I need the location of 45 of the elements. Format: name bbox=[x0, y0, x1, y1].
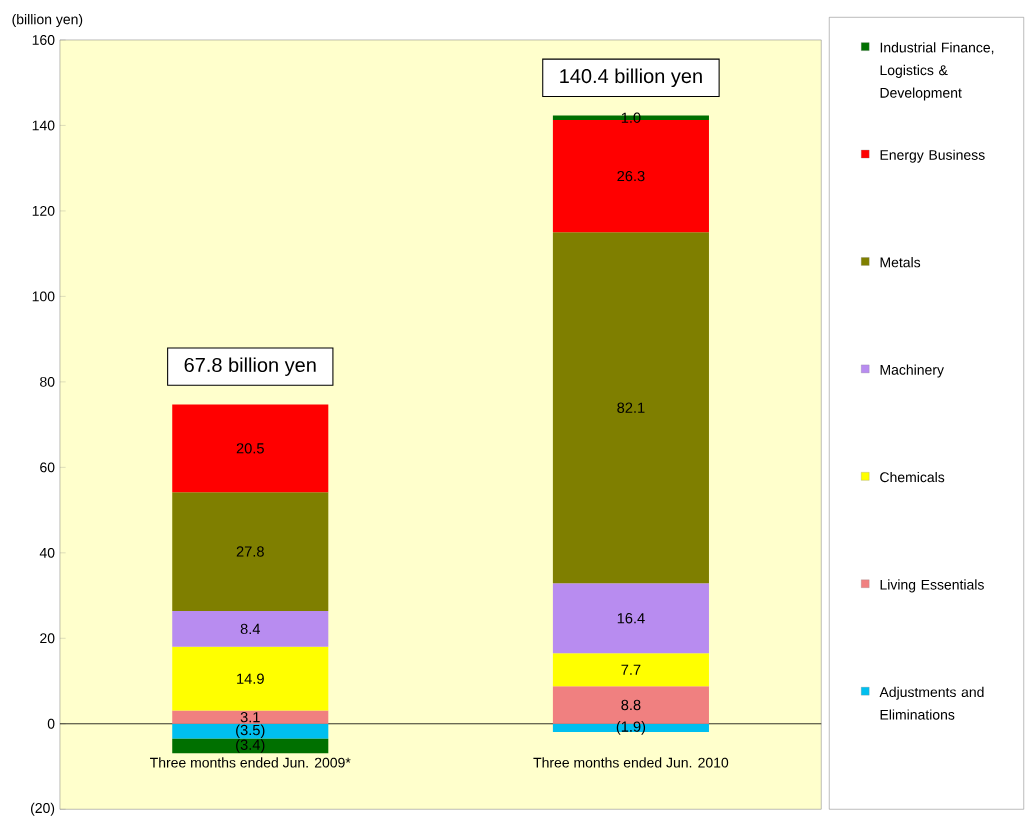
bar bbox=[552, 653, 709, 686]
data-label: (3.5) bbox=[236, 724, 265, 738]
data-label: 27.8 bbox=[236, 546, 264, 557]
legend-label: Energy Business bbox=[880, 149, 985, 163]
x-tick-label: Three months ended Jun. 2009* bbox=[150, 757, 351, 768]
y-tick-label: 20 bbox=[40, 633, 55, 644]
data-label: (3.4) bbox=[236, 738, 265, 753]
y-tick-label: 160 bbox=[32, 34, 55, 45]
data-label: 82.1 bbox=[617, 402, 645, 413]
data-label: 3.1 bbox=[240, 711, 260, 723]
y-tick-label: 100 bbox=[32, 291, 55, 302]
bar bbox=[172, 710, 329, 724]
bar bbox=[172, 610, 329, 647]
legend-label: Metals bbox=[880, 256, 921, 268]
bar bbox=[172, 491, 329, 611]
y-tick-label: 140 bbox=[32, 120, 55, 131]
y-tick-label: (20) bbox=[31, 802, 55, 816]
total-label: 140.4 billion yen bbox=[560, 68, 702, 87]
bar bbox=[172, 646, 329, 711]
bar bbox=[172, 723, 329, 739]
legend-label: Industrial Finance, Logistics & Development bbox=[880, 42, 994, 101]
data-label: 16.4 bbox=[617, 612, 645, 624]
bar bbox=[552, 232, 709, 583]
legend-label: Chemicals bbox=[880, 471, 945, 482]
y-tick-label: 120 bbox=[32, 205, 55, 216]
data-label: 8.8 bbox=[621, 699, 641, 710]
y-axis-title: (billion yen) bbox=[12, 13, 83, 27]
y-tick-label: 0 bbox=[47, 718, 55, 729]
total-label: 67.8 billion yen bbox=[184, 357, 316, 376]
legend-label: Adjustments and Eliminations bbox=[879, 686, 984, 720]
bar bbox=[552, 582, 709, 654]
y-tick-label: 40 bbox=[39, 547, 55, 558]
data-label: 8.4 bbox=[240, 623, 261, 634]
x-tick-label: Three months ended Jun. 2010 bbox=[533, 757, 729, 768]
data-label: 20.5 bbox=[236, 442, 264, 454]
legend-label: Living Essentials bbox=[880, 579, 984, 593]
y-tick-label: 80 bbox=[40, 376, 55, 387]
data-label: (1.9) bbox=[616, 720, 646, 735]
bar bbox=[172, 404, 329, 492]
data-label: 14.9 bbox=[237, 673, 264, 684]
bar bbox=[172, 738, 329, 754]
data-label: 26.3 bbox=[617, 170, 645, 182]
data-label: 7.7 bbox=[621, 664, 641, 675]
legend-label: Machinery bbox=[880, 364, 944, 378]
y-tick-label: 60 bbox=[40, 462, 55, 473]
